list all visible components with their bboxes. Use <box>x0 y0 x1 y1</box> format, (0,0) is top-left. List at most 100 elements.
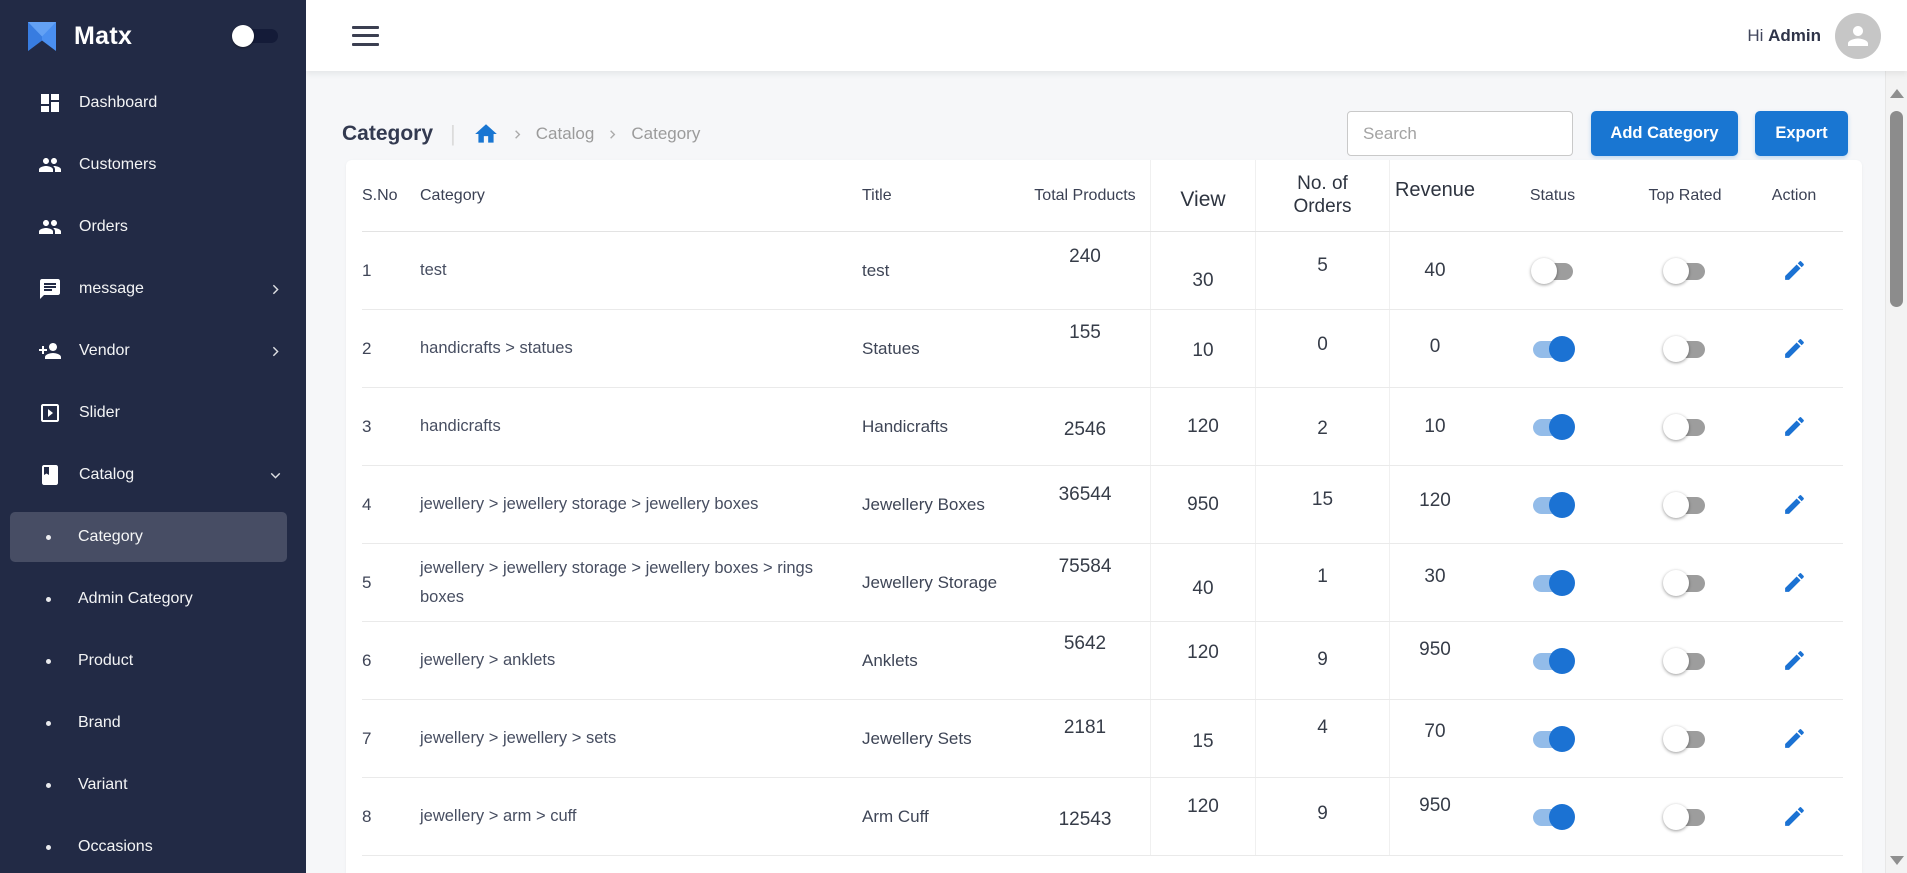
sidebar-item-label: message <box>79 280 267 298</box>
vertical-scrollbar[interactable] <box>1885 71 1907 873</box>
top-rated-toggle[interactable] <box>1662 335 1708 363</box>
top-rated-toggle[interactable] <box>1662 257 1708 285</box>
breadcrumb-catalog[interactable]: Catalog <box>536 124 595 144</box>
avatar[interactable] <box>1835 13 1881 59</box>
search-input[interactable] <box>1347 111 1573 156</box>
status-toggle[interactable] <box>1530 335 1576 363</box>
edit-button[interactable] <box>1781 258 1807 284</box>
scroll-down-arrow-icon[interactable] <box>1890 856 1904 865</box>
sidebar-subitem-occasions[interactable]: Occasions <box>0 816 306 873</box>
col-header-view: View <box>1180 188 1225 212</box>
cell-category: test <box>420 256 471 284</box>
status-toggle[interactable] <box>1530 491 1576 519</box>
sidebar-item-orders[interactable]: Orders <box>0 196 306 258</box>
edit-pencil-icon <box>1782 570 1807 595</box>
toggle-knob <box>1663 414 1689 440</box>
sidebar-item-vendor[interactable]: Vendor <box>0 320 306 382</box>
status-toggle[interactable] <box>1530 569 1576 597</box>
table-row: 2 handicrafts > statues Statues 155 10 0… <box>362 310 1843 388</box>
table-row: 5 jewellery > jewellery storage > jewell… <box>362 544 1843 622</box>
top-rated-toggle[interactable] <box>1662 491 1708 519</box>
sidebar-item-label: Catalog <box>79 466 267 484</box>
sidebar-item-message[interactable]: message <box>0 258 306 320</box>
col-header-revenue: Revenue <box>1395 179 1475 202</box>
cell-sno: 2 <box>362 339 371 359</box>
toggle-knob <box>1549 492 1575 518</box>
edit-button[interactable] <box>1781 726 1807 752</box>
toggle-knob <box>1663 258 1689 284</box>
edit-pencil-icon <box>1782 414 1807 439</box>
edit-button[interactable] <box>1781 414 1807 440</box>
dashboard-icon <box>38 91 62 115</box>
top-rated-toggle[interactable] <box>1662 803 1708 831</box>
top-rated-toggle[interactable] <box>1662 725 1708 753</box>
cell-orders: 1 <box>1317 566 1328 588</box>
sidebar-subitem-admin-category[interactable]: Admin Category <box>0 568 306 630</box>
export-button[interactable]: Export <box>1755 111 1848 156</box>
sidebar-subitem-product[interactable]: Product <box>0 630 306 692</box>
edit-button[interactable] <box>1781 804 1807 830</box>
cell-total-products: 75584 <box>1059 556 1112 578</box>
toggle-knob <box>1531 258 1557 284</box>
sidebar-subitem-brand[interactable]: Brand <box>0 692 306 754</box>
hamburger-menu-icon[interactable] <box>352 26 379 46</box>
edit-pencil-icon <box>1782 258 1807 283</box>
home-icon[interactable] <box>473 121 499 147</box>
sidebar-subitem-category[interactable]: Category <box>10 512 287 562</box>
chevron-right-icon <box>267 281 284 298</box>
table-row: 3 handicrafts Handicrafts 2546 120 2 10 <box>362 388 1843 466</box>
col-header-title: Title <box>862 160 1020 231</box>
cell-revenue: 30 <box>1424 566 1445 588</box>
status-toggle[interactable] <box>1530 803 1576 831</box>
topbar: Hi Admin <box>306 0 1907 71</box>
edit-button[interactable] <box>1781 570 1807 596</box>
toggle-knob <box>1663 336 1689 362</box>
cell-category: handicrafts > statues <box>420 334 597 362</box>
sidebar-subitem-label: Brand <box>78 714 121 732</box>
edit-pencil-icon <box>1782 336 1807 361</box>
topbar-right: Hi Admin <box>1747 13 1881 59</box>
cell-category: jewellery > jewellery > sets <box>420 724 640 752</box>
sidebar-item-slider[interactable]: Slider <box>0 382 306 444</box>
status-toggle[interactable] <box>1530 413 1576 441</box>
edit-button[interactable] <box>1781 648 1807 674</box>
sidebar-subitem-label: Occasions <box>78 838 153 856</box>
scroll-up-arrow-icon[interactable] <box>1890 89 1904 98</box>
cell-view: 30 <box>1192 270 1213 292</box>
top-rated-toggle[interactable] <box>1662 569 1708 597</box>
col-header-top-rated: Top Rated <box>1625 160 1745 231</box>
status-toggle[interactable] <box>1530 257 1576 285</box>
bullet-icon <box>46 845 51 850</box>
cell-sno: 3 <box>362 417 371 437</box>
sidebar-subitem-variant[interactable]: Variant <box>0 754 306 816</box>
breadcrumb-category[interactable]: Category <box>631 124 700 144</box>
edit-button[interactable] <box>1781 336 1807 362</box>
cell-category: jewellery > jewellery storage > jeweller… <box>420 490 782 518</box>
toggle-knob <box>1549 336 1575 362</box>
category-table: S.No Category Title Total Products View … <box>346 160 1862 856</box>
cell-sno: 7 <box>362 729 371 749</box>
top-rated-toggle[interactable] <box>1662 647 1708 675</box>
chevron-down-icon <box>267 467 284 484</box>
top-rated-toggle[interactable] <box>1662 413 1708 441</box>
cell-revenue: 120 <box>1419 490 1451 512</box>
cell-revenue: 950 <box>1419 795 1451 817</box>
sidebar-item-customers[interactable]: Customers <box>0 134 306 196</box>
scrollbar-thumb[interactable] <box>1890 111 1903 307</box>
cell-sno: 8 <box>362 807 371 827</box>
sidebar-item-catalog[interactable]: Catalog <box>0 444 306 506</box>
status-toggle[interactable] <box>1530 647 1576 675</box>
sidebar-mode-toggle[interactable] <box>232 24 280 48</box>
status-toggle[interactable] <box>1530 725 1576 753</box>
cell-sno: 1 <box>362 261 371 281</box>
add-category-button[interactable]: Add Category <box>1591 111 1738 156</box>
cell-orders: 2 <box>1317 418 1328 440</box>
edit-button[interactable] <box>1781 492 1807 518</box>
sidebar-item-dashboard[interactable]: Dashboard <box>0 72 306 134</box>
cell-view: 120 <box>1187 416 1219 438</box>
cell-sno: 5 <box>362 573 371 593</box>
cell-view: 950 <box>1187 494 1219 516</box>
breadcrumb-divider: | <box>450 121 456 147</box>
col-header-category: Category <box>420 160 862 231</box>
cell-total-products: 155 <box>1069 322 1101 344</box>
